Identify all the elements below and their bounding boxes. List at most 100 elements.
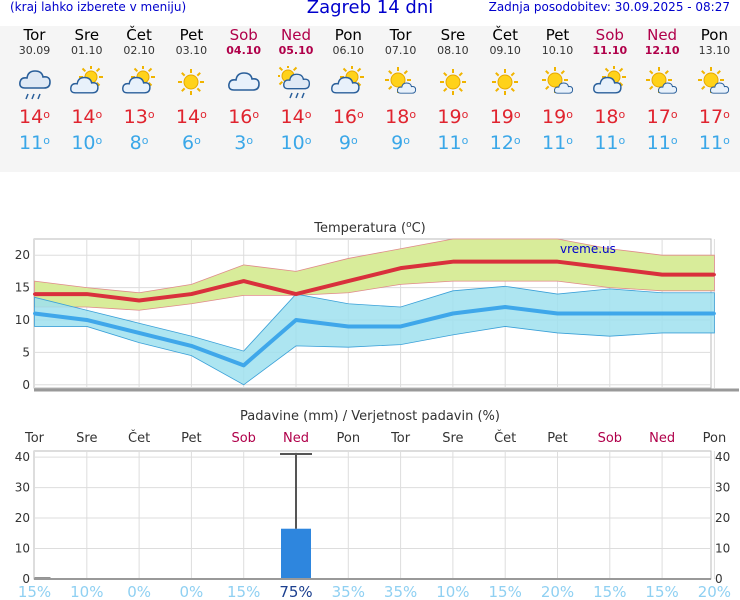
min-temp-point bbox=[85, 318, 89, 322]
sun-icon bbox=[479, 66, 531, 100]
max-temp: 14o bbox=[280, 106, 312, 128]
precip-probability-label: 20% bbox=[698, 583, 731, 600]
cloud-icon bbox=[218, 66, 270, 100]
precip-probability-label: 75% bbox=[279, 583, 312, 600]
sun-small-cloud-icon bbox=[375, 66, 427, 100]
chart-title-degree: o bbox=[406, 220, 412, 230]
last-update-label: Zadnja posodobitev: 30.09.2025 - 08:27 bbox=[488, 0, 730, 14]
precip-probability-label: 10% bbox=[436, 583, 469, 600]
day-date: 01.10 bbox=[71, 44, 103, 57]
day-date: 07.10 bbox=[384, 44, 417, 57]
precip-probability-label: 15% bbox=[593, 583, 626, 600]
day-axis-label: Sre bbox=[442, 431, 463, 446]
cloud-rain-icon bbox=[9, 66, 61, 100]
forecast-day: Sob 11.10 18o 11o bbox=[584, 26, 636, 156]
precip-probability-label: 15% bbox=[227, 583, 260, 600]
min-temp-point bbox=[556, 312, 559, 315]
day-axis-label: Pet bbox=[547, 431, 567, 446]
day-name: Sre bbox=[74, 26, 100, 44]
forecast-day: Pet 03.10 14o 6o bbox=[165, 26, 217, 156]
max-temp-point bbox=[660, 273, 664, 277]
max-temp: 16o bbox=[228, 106, 260, 128]
chart-title-part: C) bbox=[412, 221, 426, 236]
max-temp-point bbox=[451, 260, 455, 264]
day-name: Čet bbox=[126, 26, 152, 44]
max-temp: 18o bbox=[385, 106, 417, 128]
min-temp: 11o bbox=[19, 132, 50, 154]
day-name: Pon bbox=[334, 26, 362, 44]
min-temp: 11o bbox=[437, 132, 469, 154]
day-date: 12.10 bbox=[644, 44, 680, 57]
forecast-day: Pon 13.10 17o 11o bbox=[688, 26, 740, 156]
precip-probability-label: 0% bbox=[180, 583, 204, 600]
max-temp: 14o bbox=[175, 106, 207, 128]
y-tick-label-right: 40 bbox=[715, 450, 730, 464]
sun-cloud-rain-icon bbox=[270, 66, 322, 100]
day-date: 11.10 bbox=[592, 44, 628, 57]
day-date: 03.10 bbox=[175, 44, 208, 57]
min-temp-point bbox=[660, 312, 664, 315]
forecast-day: Čet 02.10 13o 8o bbox=[113, 26, 165, 156]
forecast-day: Pon 06.10 16o 9o bbox=[322, 26, 374, 156]
max-temp-point bbox=[712, 273, 716, 277]
day-date: 09.10 bbox=[489, 44, 521, 57]
daily-forecast-strip: Tor 30.09 14o 11o Sre 01.10 14o 10o Čet 02.10 13o 8… bbox=[0, 26, 740, 172]
min-temp: 3o bbox=[234, 132, 254, 154]
forecast-day: Pet 10.10 19o 11o bbox=[532, 26, 584, 156]
day-name: Pon bbox=[700, 26, 728, 44]
day-axis-label: Pet bbox=[181, 431, 201, 446]
day-date: 30.09 bbox=[18, 44, 51, 57]
day-axis-label: Čet bbox=[128, 430, 150, 446]
min-temp-point bbox=[294, 318, 298, 322]
y-tick-label-right: 10 bbox=[715, 542, 730, 556]
precip-probability-label: 35% bbox=[332, 583, 365, 600]
max-temp: 19o bbox=[542, 106, 573, 128]
y-tick-label: 20 bbox=[15, 248, 30, 262]
max-temp-point bbox=[294, 292, 298, 296]
day-axis-label: Ned bbox=[283, 431, 309, 446]
forecast-day: Ned 12.10 17o 11o bbox=[636, 26, 688, 156]
min-temp: 11o bbox=[646, 132, 678, 154]
sun-small-cloud-icon bbox=[688, 66, 740, 100]
min-temp-point bbox=[346, 324, 350, 328]
day-date: 05.10 bbox=[278, 44, 314, 57]
y-tick-label: 5 bbox=[22, 345, 30, 359]
min-temp: 12o bbox=[489, 132, 521, 154]
y-tick-label-left: 0 bbox=[22, 572, 30, 586]
day-axis-label: Pon bbox=[703, 431, 727, 446]
y-tick-label: 10 bbox=[15, 313, 30, 327]
min-temp-point bbox=[503, 305, 507, 309]
min-temp-point bbox=[712, 312, 716, 315]
max-temp-point bbox=[608, 266, 612, 270]
max-temp-point bbox=[242, 279, 246, 283]
max-temp: 19o bbox=[437, 106, 469, 128]
location-menu-hint[interactable]: (kraj lahko izberete v meniju) bbox=[10, 0, 187, 14]
y-tick-label-left: 10 bbox=[15, 542, 30, 556]
min-temp: 9o bbox=[391, 132, 410, 154]
min-temp: 10o bbox=[71, 132, 103, 154]
min-temp-point bbox=[608, 312, 612, 315]
max-temp-point bbox=[189, 292, 193, 296]
min-temp: 9o bbox=[338, 132, 358, 154]
y-tick-label-right: 0 bbox=[715, 572, 723, 586]
max-temp: 17o bbox=[646, 106, 678, 128]
min-temp-point bbox=[137, 331, 141, 335]
max-temp-point bbox=[33, 292, 36, 296]
min-temp-point bbox=[189, 344, 193, 348]
forecast-day: Čet 09.10 19o 12o bbox=[479, 26, 531, 156]
y-tick-label: 15 bbox=[15, 281, 30, 295]
precip-probability-label: 15% bbox=[18, 583, 51, 600]
max-temp-point bbox=[399, 266, 403, 270]
temperature-chart: Temperatura (oC) 20 15 10 5 0 vreme.us bbox=[15, 220, 739, 392]
min-temp: 10o bbox=[280, 132, 312, 154]
day-date: 10.10 bbox=[541, 44, 574, 57]
max-temp-line bbox=[34, 259, 715, 303]
day-axis-label: Ned bbox=[649, 431, 675, 446]
precipitation-chart: Padavine (mm) / Verjetnost padavin (%) To… bbox=[15, 409, 731, 600]
y-tick-label-right: 20 bbox=[715, 511, 730, 525]
max-temp-point bbox=[503, 260, 507, 264]
day-name: Tor bbox=[23, 26, 46, 44]
precip-probability-label: 15% bbox=[645, 583, 678, 600]
page-title: Zagreb 14 dni bbox=[306, 0, 434, 18]
precip-probability-label: 10% bbox=[70, 583, 103, 600]
